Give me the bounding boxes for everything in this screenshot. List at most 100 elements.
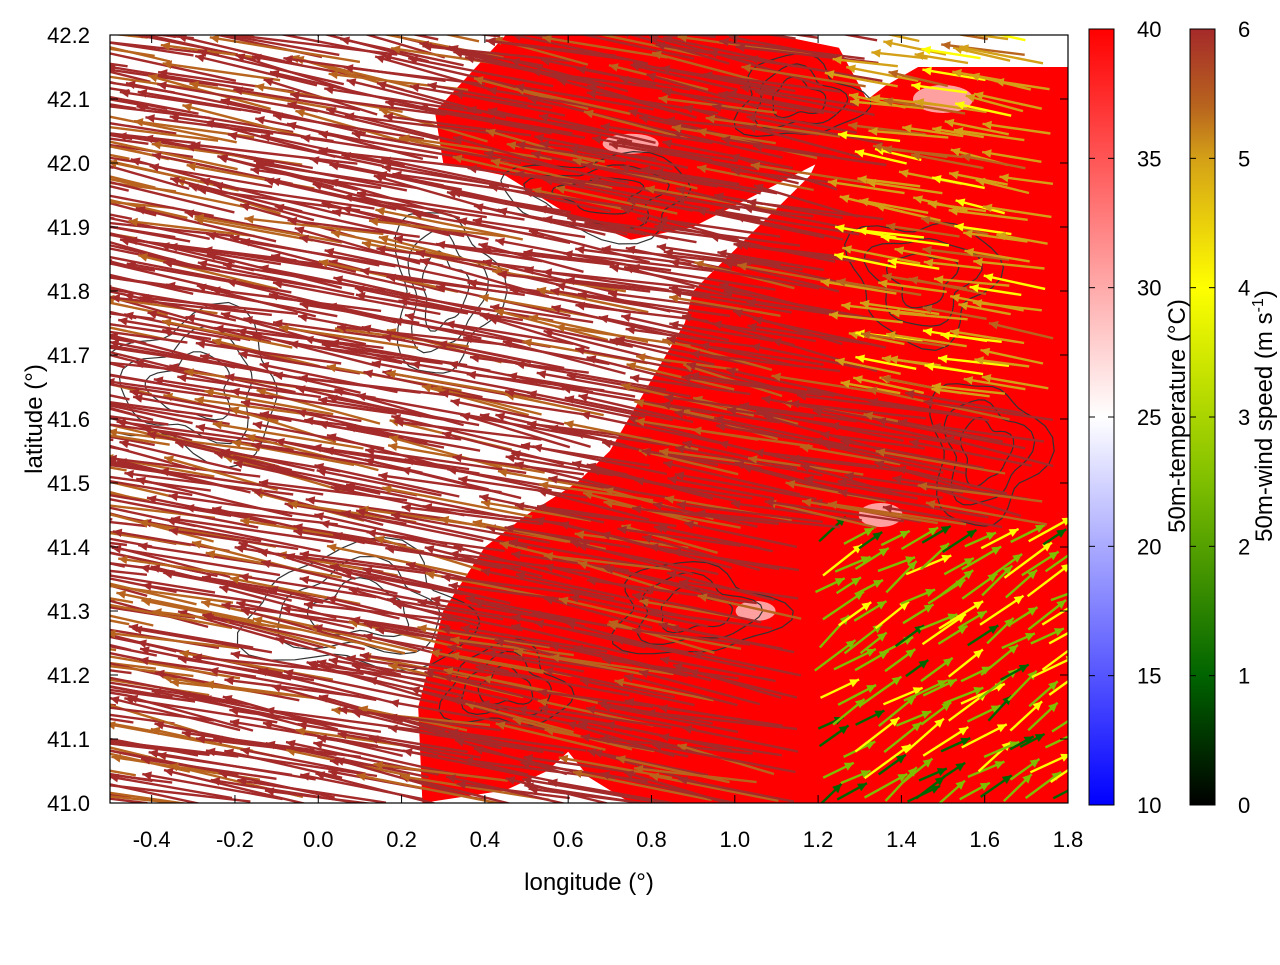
- wind-arrow-shaft: [630, 63, 738, 91]
- wind-arrow-shaft: [999, 175, 1054, 185]
- wind-arrow: [705, 114, 841, 138]
- wind-arrow-shaft: [723, 35, 739, 38]
- wind-arrow-head: [733, 241, 743, 250]
- wind-arrow-head: [1071, 784, 1081, 792]
- wind-arrow-head: [119, 439, 130, 449]
- wind-arrow-head: [283, 669, 294, 678]
- wind-arrow: [840, 769, 871, 785]
- wind-arrow-shaft: [250, 168, 382, 190]
- wind-arrow: [660, 65, 796, 93]
- wind-arrow-head: [453, 135, 463, 144]
- wind-arrow-head: [628, 416, 639, 425]
- wind-arrow: [110, 773, 173, 784]
- wind-arrow-head: [388, 442, 398, 452]
- wind-arrow-shaft: [857, 228, 925, 239]
- wind-arrow-head: [382, 485, 392, 494]
- wind-arrow: [591, 135, 713, 162]
- wind-arrow-head: [239, 573, 249, 582]
- wind-arrow-shaft: [157, 35, 177, 39]
- wind-arrow: [298, 374, 449, 397]
- wind-arrow-head: [857, 783, 867, 792]
- wind-arrow-shaft: [161, 319, 293, 349]
- wind-arrow: [110, 95, 199, 115]
- wind-arrow-shaft: [849, 100, 924, 110]
- wind-arrow-shaft: [257, 668, 397, 705]
- wind-arrow-head: [739, 402, 750, 411]
- wind-arrow-shaft: [344, 114, 503, 136]
- wind-arrow: [752, 142, 887, 167]
- wind-arrow: [448, 728, 587, 752]
- wind-arrow-head: [417, 598, 428, 608]
- wind-arrow-head: [886, 331, 896, 340]
- wind-arrow-head: [939, 543, 949, 553]
- wind-arrow-head: [961, 153, 971, 162]
- wind-arrow-head: [448, 728, 459, 738]
- wind-arrow-head: [259, 361, 270, 371]
- wind-arrow: [386, 273, 525, 297]
- wind-arrow-shaft: [614, 637, 756, 671]
- wind-arrow-head: [157, 81, 167, 90]
- wind-arrow-shaft: [78, 15, 219, 32]
- wind-arrow-shaft: [336, 325, 505, 346]
- wind-arrow-head: [575, 180, 586, 190]
- wind-arrow-head: [3, 783, 13, 792]
- wind-arrow-shaft: [138, 254, 279, 291]
- wind-arrow: [981, 374, 1049, 390]
- wind-arrow-head: [982, 35, 983, 36]
- wind-arrow-head: [842, 245, 852, 254]
- wind-arrow-shaft: [230, 389, 397, 415]
- wind-arrow-shaft: [754, 90, 875, 117]
- wind-arrow-shaft: [110, 551, 218, 578]
- wind-arrow-head: [19, 209, 29, 218]
- wind-arrow-head: [621, 382, 631, 392]
- wind-arrow-shaft: [452, 136, 565, 171]
- wind-arrow: [884, 648, 917, 673]
- wind-arrow-shaft: [841, 35, 878, 42]
- wind-arrow-head: [668, 284, 679, 294]
- wind-arrow-head: [27, 19, 36, 28]
- wind-arrow: [124, 469, 294, 496]
- wind-arrow-head: [394, 418, 404, 427]
- wind-arrow-shaft: [614, 679, 714, 702]
- wind-arrow: [538, 704, 672, 730]
- wind-arrow-head: [990, 705, 1001, 714]
- wind-arrow-head: [393, 235, 404, 244]
- wind-arrow-head: [737, 262, 747, 271]
- wind-arrow-shaft: [609, 338, 715, 366]
- wind-arrow: [110, 791, 189, 803]
- wind-arrow: [390, 511, 551, 544]
- wind-arrow-shaft: [711, 322, 817, 343]
- wind-arrow: [1009, 758, 1041, 781]
- wind-arrow-shaft: [547, 780, 679, 803]
- wind-arrow-shaft: [981, 375, 1049, 390]
- wind-arrow-shaft: [696, 511, 841, 529]
- wind-arrow-head: [973, 649, 983, 659]
- wind-arrow-head: [54, 112, 64, 121]
- wind-arrow: [890, 35, 901, 37]
- wind-arrow-head: [659, 447, 669, 457]
- wind-arrow-shaft: [534, 621, 689, 654]
- wind-arrow-shaft: [340, 37, 464, 67]
- wind-arrow-shaft: [621, 524, 718, 554]
- wind-arrow: [937, 624, 969, 645]
- wind-arrow-shaft: [1051, 719, 1068, 733]
- wind-arrow: [486, 37, 628, 61]
- wind-arrow-head: [512, 716, 523, 726]
- wind-arrow-head: [265, 740, 276, 750]
- wind-arrow-head: [874, 710, 885, 719]
- wind-arrow-head: [273, 319, 283, 328]
- wind-arrow-head: [254, 83, 265, 92]
- wind-arrow-shaft: [450, 697, 586, 728]
- wind-arrow: [362, 566, 511, 605]
- wind-arrow-head: [294, 226, 305, 235]
- wind-arrow: [110, 353, 149, 367]
- wind-arrow-head: [219, 585, 230, 594]
- wind-arrow: [1028, 517, 1068, 543]
- wind-arrow-shaft: [578, 394, 694, 424]
- wind-arrow-head: [373, 761, 383, 770]
- wind-arrow: [110, 115, 237, 144]
- wind-arrow-head: [140, 646, 150, 655]
- wind-arrow-head: [540, 57, 551, 66]
- wind-arrow-head: [91, 778, 101, 787]
- wind-arrow-head: [385, 99, 395, 108]
